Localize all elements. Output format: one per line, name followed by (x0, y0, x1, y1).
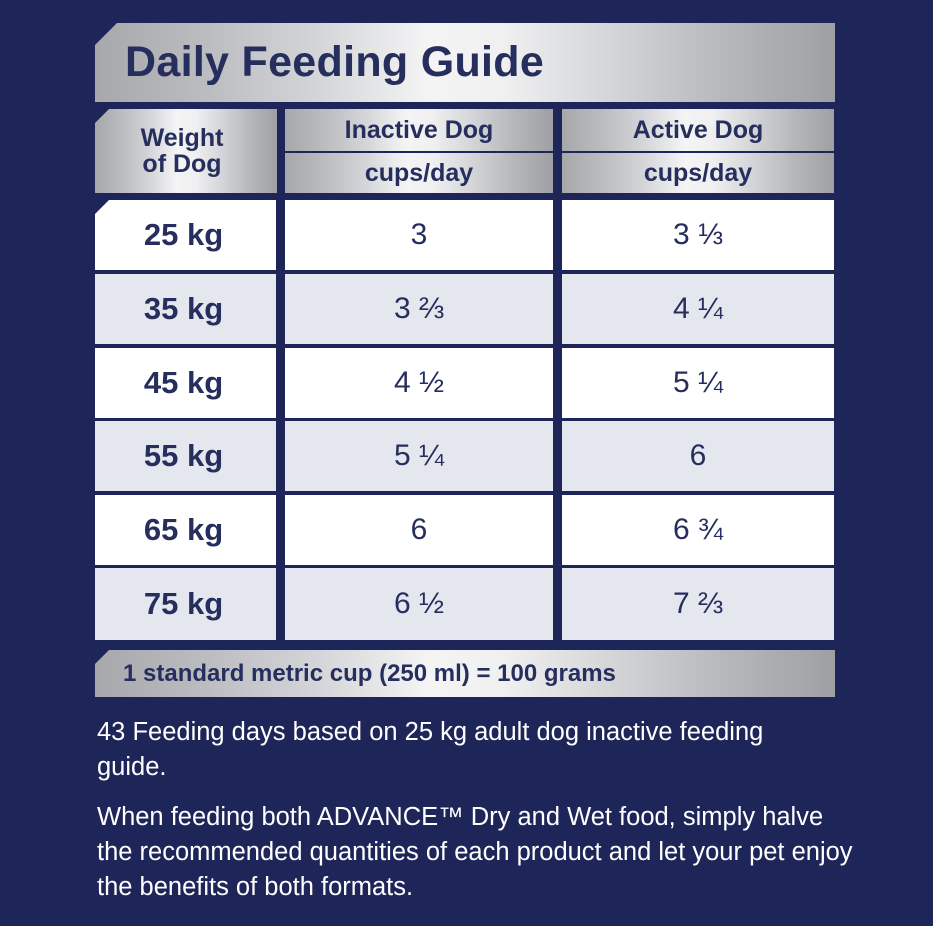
header-weight-line2: of Dog (142, 150, 222, 178)
combined-feeding-note: When feeding both ADVANCE™ Dry and Wet f… (97, 803, 853, 901)
row-weight: 35 kg (95, 274, 276, 344)
row-weight: 55 kg (95, 421, 276, 491)
header-active: Active Dog (562, 109, 834, 151)
page-title: Daily Feeding Guide (125, 38, 545, 86)
row-inactive-value: 3 (285, 200, 553, 270)
header-inactive-unit: cups/day (285, 153, 553, 193)
cup-conversion-text: 1 standard metric cup (250 ml) = 100 gra… (123, 659, 616, 687)
row-inactive-value: 3 ⅔ (285, 274, 553, 344)
row-inactive-value: 6 ½ (285, 568, 553, 640)
row-inactive-value: 5 ¼ (285, 421, 553, 491)
title-bar: Daily Feeding Guide (95, 23, 835, 102)
header-inactive: Inactive Dog (285, 109, 553, 151)
feeding-days-note: 43 Feeding days based on 25 kg adult dog… (97, 718, 764, 781)
row-active-value: 5 ¼ (562, 348, 834, 418)
row-active-value: 6 (562, 421, 834, 491)
cup-conversion-bar: 1 standard metric cup (250 ml) = 100 gra… (95, 650, 835, 697)
row-active-value: 3 ⅓ (562, 200, 834, 270)
header-active-unit: cups/day (562, 153, 834, 193)
row-active-value: 7 ⅔ (562, 568, 834, 640)
header-weight-line1: Weight (140, 124, 224, 152)
row-active-value: 4 ¼ (562, 274, 834, 344)
row-inactive-value: 4 ½ (285, 348, 553, 418)
row-weight: 75 kg (95, 568, 276, 640)
row-active-value: 6 ¾ (562, 495, 834, 565)
row-weight: 45 kg (95, 348, 276, 418)
row-inactive-value: 6 (285, 495, 553, 565)
row-weight: 65 kg (95, 495, 276, 565)
row-weight: 25 kg (95, 200, 276, 270)
header-weight: Weight of Dog (95, 109, 277, 193)
